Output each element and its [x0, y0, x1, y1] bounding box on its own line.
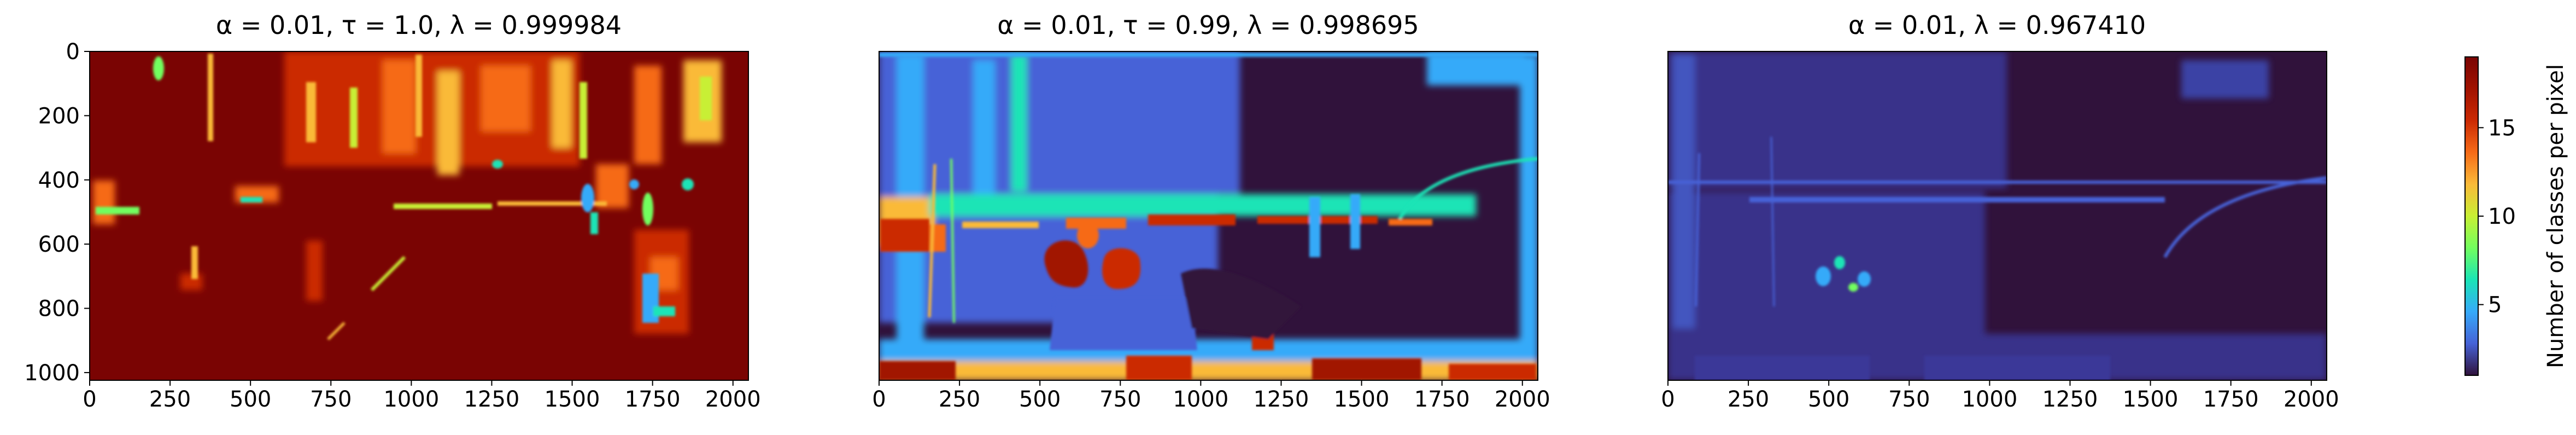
- x-tick-label: 250: [1728, 387, 1769, 412]
- panel-3-axes: 0 250 500 750 1000 1250 1500 1750 2000: [1661, 380, 2339, 412]
- panel-2-axes: 0 250 500 750 1000 1250 1500 1750 2000: [872, 380, 1550, 412]
- x-tick-label: 1500: [545, 387, 600, 412]
- x-tick-label: 0: [872, 387, 886, 412]
- x-tick-label: 500: [230, 387, 271, 412]
- panel-3-heatmap: [1668, 51, 2327, 380]
- x-tick-label: 2000: [1495, 387, 1550, 412]
- panel-2-title: α = 0.01, τ = 0.99, λ = 0.998695: [997, 10, 1419, 40]
- colorbar-ticks: 5 10 15: [2478, 115, 2516, 318]
- panel-3-title: α = 0.01, λ = 0.967410: [1848, 10, 2146, 40]
- x-tick-label: 250: [939, 387, 980, 412]
- x-tick-label: 2000: [705, 387, 761, 412]
- x-tick-label: 1000: [383, 387, 439, 412]
- y-tick-label: 200: [38, 103, 80, 129]
- x-tick-label: 1000: [1173, 387, 1228, 412]
- panel-1-heatmap: [90, 51, 748, 380]
- x-tick-label: 1000: [1962, 387, 2017, 412]
- panel-2-heatmap: [879, 51, 1538, 380]
- colorbar-label: Number of classes per pixel: [2543, 64, 2568, 368]
- x-tick-label: 500: [1808, 387, 1849, 412]
- colorbar-tick-label: 15: [2488, 115, 2516, 141]
- x-tick-label: 750: [310, 387, 352, 412]
- y-tick-label: 800: [38, 297, 80, 322]
- y-tick-label: 400: [38, 168, 80, 193]
- colorbar-tick-label: 5: [2488, 293, 2502, 318]
- y-tick-label: 0: [66, 39, 80, 65]
- x-tick-label: 1250: [464, 387, 520, 412]
- x-tick-label: 250: [149, 387, 191, 412]
- x-tick-label: 750: [1888, 387, 1930, 412]
- x-tick-label: 1500: [2123, 387, 2179, 412]
- x-tick-label: 1250: [2042, 387, 2098, 412]
- x-tick-label: 0: [1661, 387, 1675, 412]
- colorbar-gradient: [2465, 57, 2478, 375]
- x-tick-label: 1750: [625, 387, 681, 412]
- panel-1-axes: 0 250 500 750 1000 1250 1500 1750 2000 0 200 400 600…: [24, 39, 760, 412]
- x-tick-label: 2000: [2284, 387, 2339, 412]
- x-tick-label: 0: [83, 387, 96, 412]
- x-tick-label: 500: [1019, 387, 1061, 412]
- colorbar: 5 10 15 Number of classes per pixel: [2464, 56, 2568, 376]
- panel-1-title: α = 0.01, τ = 1.0, λ = 0.999984: [216, 10, 622, 40]
- colorbar-tick-label: 10: [2488, 204, 2516, 229]
- x-tick-label: 1500: [1334, 387, 1390, 412]
- panel-3: α = 0.01, λ = 0.967410: [1661, 10, 2339, 412]
- x-tick-label: 1750: [1414, 387, 1470, 412]
- x-tick-label: 750: [1099, 387, 1141, 412]
- panel-2: α = 0.01, τ = 0.99, λ = 0.998695: [872, 10, 1550, 412]
- x-tick-label: 1250: [1254, 387, 1309, 412]
- y-tick-label: 1000: [24, 361, 80, 386]
- x-tick-label: 1750: [2203, 387, 2259, 412]
- y-tick-label: 600: [38, 232, 80, 257]
- panel-1: α = 0.01, τ = 1.0, λ = 0.999984: [24, 10, 760, 412]
